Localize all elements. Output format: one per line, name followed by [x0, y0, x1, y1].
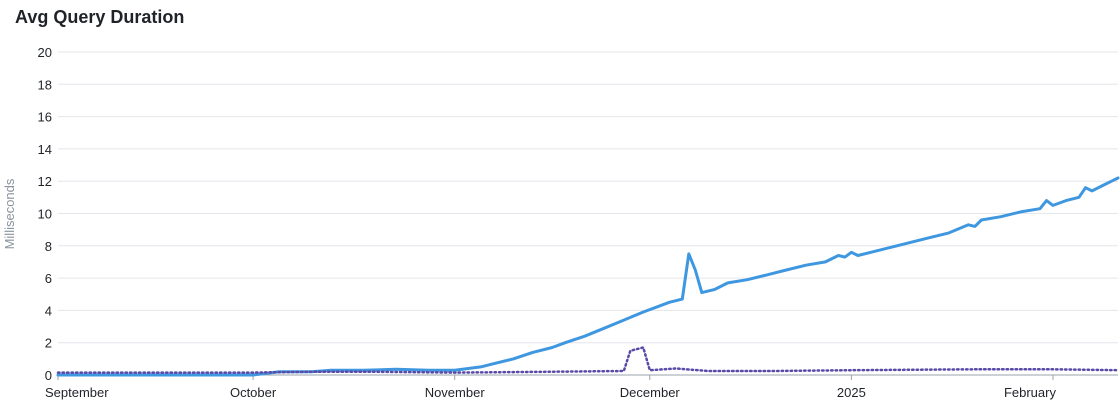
y-tick-label: 2 — [45, 336, 52, 351]
y-tick-label: 0 — [45, 368, 52, 383]
x-tick-label: September — [45, 385, 109, 400]
x-tick-label: October — [230, 385, 277, 400]
x-tick-label: February — [1004, 385, 1057, 400]
y-tick-label: 16 — [38, 110, 52, 125]
y-tick-label: 6 — [45, 271, 52, 286]
y-tick-label: 4 — [45, 303, 52, 318]
y-axis-label: Milliseconds — [2, 178, 17, 249]
x-tick-label: November — [425, 385, 486, 400]
x-tick-label: December — [620, 385, 681, 400]
y-tick-label: 8 — [45, 239, 52, 254]
y-tick-label: 20 — [38, 45, 52, 60]
chart-title: Avg Query Duration — [15, 7, 185, 27]
y-tick-label: 10 — [38, 207, 52, 222]
y-tick-label: 18 — [38, 77, 52, 92]
y-tick-label: 12 — [38, 174, 52, 189]
series-line-dotted — [56, 346, 1120, 374]
series-line-solid — [56, 176, 1120, 377]
x-tick-label: 2025 — [837, 385, 866, 400]
y-tick-label: 14 — [38, 142, 52, 157]
